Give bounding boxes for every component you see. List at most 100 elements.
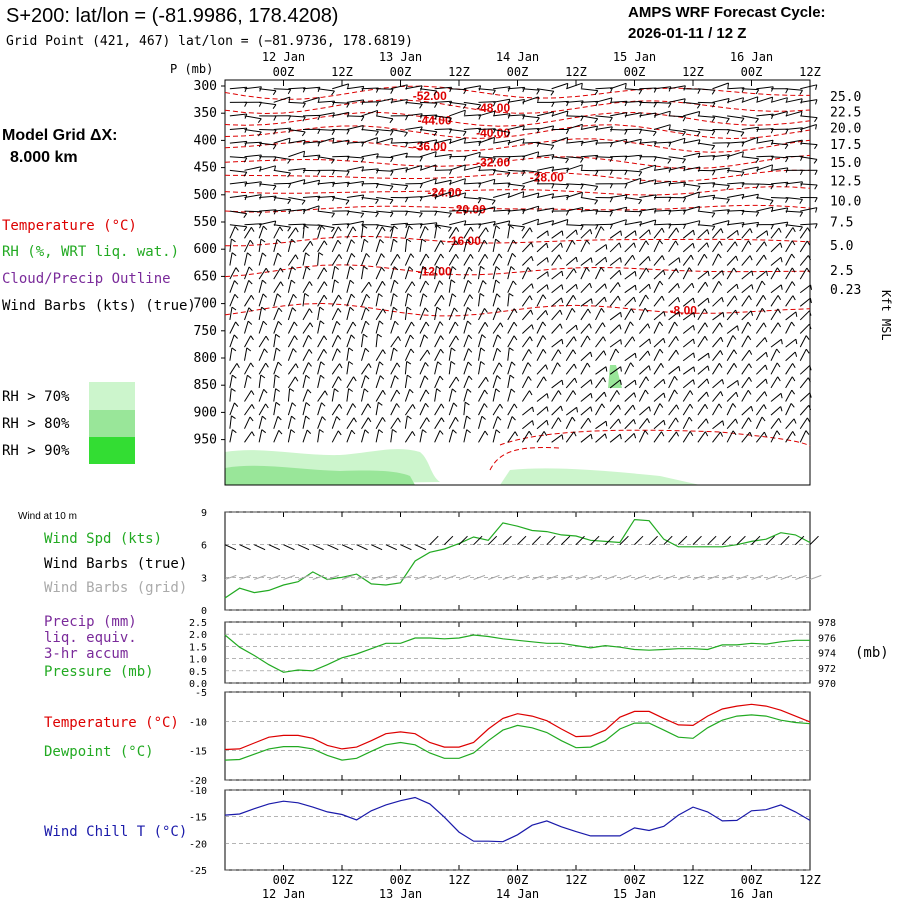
wind-barb-flag: [419, 156, 423, 162]
wind10m-barb: [444, 535, 454, 546]
wind-barb: [288, 168, 306, 171]
wind-barb: [565, 349, 574, 361]
wind10m-y-tick-label: 6: [201, 541, 207, 552]
wind-barb: [229, 113, 247, 117]
wind-barb: [624, 197, 642, 201]
wind-barb-flag: [455, 227, 460, 232]
wind-barb-flag: [513, 321, 518, 327]
wind-barb-flag: [426, 349, 431, 355]
wind-barb-flag: [463, 155, 467, 161]
wind-barb-flag: [704, 322, 708, 328]
wind10m-barb: [488, 574, 500, 580]
temperature-contour-label: -28.00: [530, 170, 564, 184]
wind-barb: [653, 180, 671, 185]
wind-barb-flag: [653, 102, 657, 108]
wind-barb-flag: [272, 144, 277, 150]
cs-height-tick-label: 5.0: [830, 239, 853, 254]
wind-barb: [712, 154, 730, 158]
wind-barb: [756, 197, 774, 201]
wind-barb-flag: [601, 403, 606, 409]
wind-barb-flag: [288, 127, 292, 133]
wind-barb-flag: [678, 366, 681, 372]
wind-barb: [375, 390, 384, 402]
wind-barb: [624, 112, 642, 117]
wind-barb-flag: [289, 388, 295, 392]
wind-barb-flag: [704, 308, 708, 314]
wind-barb-flag: [633, 296, 636, 302]
wind-barb: [668, 417, 677, 429]
wind-barb: [785, 403, 792, 416]
wind-barb-flag: [624, 112, 628, 118]
wind-barb-flag: [422, 429, 427, 433]
bottom-date-label: 16 Jan: [730, 887, 773, 900]
wind-barb-flag: [625, 139, 628, 145]
wind-barb: [507, 239, 514, 253]
wind10m-barb: [458, 535, 468, 546]
wind-barb: [317, 349, 325, 361]
wind-barb: [653, 295, 663, 307]
wind-barb-flag: [528, 349, 532, 354]
wind-barb: [668, 227, 677, 239]
wind-barb-flag: [346, 170, 350, 176]
wind-barb: [522, 88, 540, 91]
wind-barb: [346, 85, 364, 90]
wind-barb-flag: [735, 418, 738, 424]
wind-barb-flag: [711, 145, 716, 150]
wind-barb: [580, 209, 598, 212]
wind-barb-flag: [396, 362, 401, 368]
wind-barb-flag: [647, 323, 651, 329]
wind-barb-flag: [718, 363, 723, 368]
wind-barb-flag: [750, 406, 754, 412]
wind-barb-flag: [291, 415, 296, 420]
wind-barb: [536, 349, 544, 361]
wind-barb-flag: [576, 407, 578, 413]
wind-barb-flag: [450, 360, 456, 365]
wind-barb: [404, 238, 408, 252]
wind-barb-flag: [751, 270, 754, 276]
wind-barb-flag: [404, 185, 409, 191]
wind-barb: [463, 239, 468, 253]
wind-barb: [639, 338, 650, 348]
wind-barb: [624, 270, 636, 280]
wind10m-barb: [546, 535, 556, 546]
wind-barb-flag: [334, 279, 339, 284]
wind10m-barb: [385, 574, 398, 580]
wind-barb: [229, 363, 238, 375]
wind-barb-flag: [806, 267, 811, 273]
wind-barb: [463, 267, 470, 280]
wind-barb-flag: [382, 308, 387, 314]
wind-barb: [229, 194, 247, 199]
wind-barb: [507, 335, 515, 348]
wind10m-barb: [721, 535, 732, 546]
wind-barb-flag: [799, 212, 804, 217]
wind-chill-y-tick-label: -10: [189, 786, 207, 797]
wind-barb-flag: [808, 405, 812, 411]
wind-barb-flag: [776, 267, 781, 273]
wind-barb: [682, 254, 692, 266]
wind10m-barb: [809, 535, 819, 546]
wind-barb-flag: [814, 117, 818, 123]
wind-barb-flag: [324, 390, 328, 396]
wind-barb: [448, 402, 454, 416]
wind-barb: [244, 115, 262, 120]
wind-barb: [653, 431, 662, 443]
wind-barb: [522, 255, 532, 266]
wind-barb-flag: [799, 90, 803, 95]
wind-barb-flag: [346, 182, 350, 188]
wind-barb-flag: [586, 335, 591, 341]
wind-barb: [375, 267, 382, 280]
wind-barb: [346, 115, 364, 117]
wind10m-barb: [663, 535, 673, 546]
wind-barb: [726, 295, 736, 307]
wind-barb: [332, 155, 350, 158]
wind-barb: [521, 376, 529, 389]
wind-barb: [800, 99, 818, 103]
wind-barb: [712, 98, 730, 103]
wind-barb: [478, 136, 495, 144]
wind-barb-flag: [542, 294, 547, 300]
wind-barb-flag: [551, 207, 555, 214]
wind-barb: [463, 140, 481, 144]
wind-barb: [566, 191, 583, 198]
wind-barb: [566, 183, 584, 186]
wind-barb-flag: [449, 101, 453, 107]
